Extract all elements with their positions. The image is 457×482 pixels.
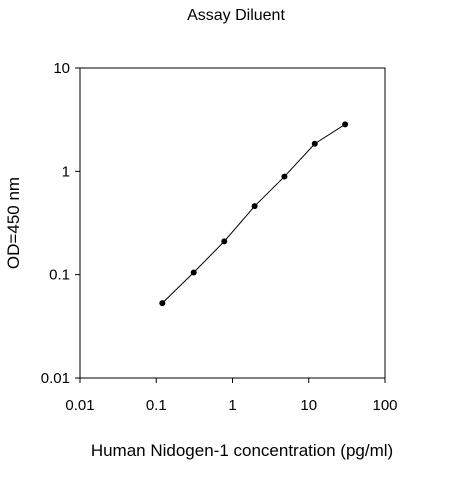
data-point-5 xyxy=(311,140,318,147)
x-tick-10-label: 10 xyxy=(300,397,317,414)
data-point-3 xyxy=(251,203,258,210)
x-tick-1-label: 1 xyxy=(228,397,236,414)
chart-title: Assay Diluent xyxy=(187,7,285,24)
data-series-layer xyxy=(159,121,349,307)
plot-area-frame xyxy=(79,67,386,379)
y-tick-0-1-label: 0.1 xyxy=(49,267,70,284)
y-axis-label: OD=450 nm xyxy=(4,177,23,269)
series-0-line xyxy=(161,123,346,304)
data-point-2 xyxy=(221,238,228,245)
x-tick-0-1-label: 0.1 xyxy=(146,397,167,414)
data-point-6 xyxy=(342,121,349,128)
y-axis-ticks: 0.01 0.1 1 10 xyxy=(41,60,80,387)
data-point-1 xyxy=(190,269,197,276)
y-tick-0-01-label: 0.01 xyxy=(41,370,70,387)
data-point-4 xyxy=(281,173,288,180)
y-tick-1-label: 1 xyxy=(62,163,70,180)
x-tick-100-label: 100 xyxy=(372,397,397,414)
x-axis-label: Human Nidogen-1 concentration (pg/ml) xyxy=(91,441,393,460)
x-axis-ticks: 0.01 0.1 1 10 100 xyxy=(65,378,398,414)
y-tick-10-label: 10 xyxy=(53,60,70,77)
x-tick-0-01-label: 0.01 xyxy=(65,397,94,414)
data-point-0 xyxy=(159,300,166,307)
